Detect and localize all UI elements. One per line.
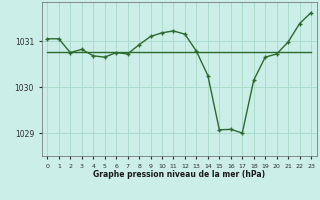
- X-axis label: Graphe pression niveau de la mer (hPa): Graphe pression niveau de la mer (hPa): [93, 170, 265, 179]
